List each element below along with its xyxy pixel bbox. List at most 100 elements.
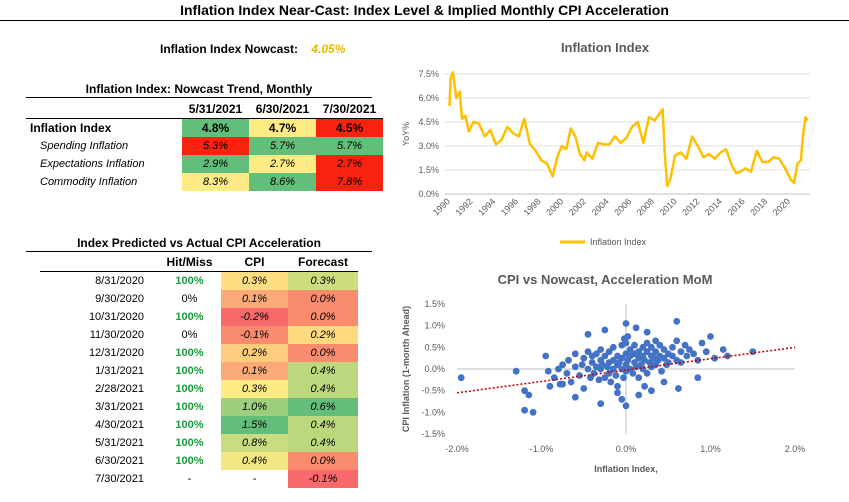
trend-cell: 4.5%: [316, 118, 383, 137]
y-tick-label: 0.5%: [424, 342, 445, 352]
scatter-point: [643, 328, 651, 336]
scatter-point: [521, 387, 528, 395]
scatter-point: [571, 350, 579, 358]
accel-forecast: 0.4%: [288, 416, 358, 434]
accel-row: 6/30/2021 100% 0.4% 0.0%: [40, 452, 358, 470]
accel-col-header: CPI: [221, 253, 288, 272]
x-tick-label: 2018: [748, 196, 769, 217]
trend-row-label: Commodity Inflation: [40, 176, 138, 188]
accel-row: 9/30/2020 0% 0.1% 0.0%: [40, 290, 358, 308]
accel-forecast: 0.4%: [288, 362, 358, 380]
scatter-point: [683, 352, 691, 360]
trend-row-label: Inflation Index: [30, 121, 112, 135]
scatter-point: [632, 363, 640, 371]
accel-header-blank: [40, 253, 158, 272]
scatter-point: [601, 326, 609, 334]
scatter-point: [618, 354, 626, 362]
trend-cell: 8.3%: [182, 173, 249, 191]
trend-header-blank: [26, 100, 182, 119]
scatter-point: [635, 348, 643, 356]
accel-hit: 100%: [175, 365, 204, 377]
scatter-point: [580, 354, 588, 362]
scatter-point: [686, 346, 693, 353]
accel-forecast: 0.4%: [288, 434, 358, 452]
scatter-point: [565, 356, 572, 364]
page-title: Inflation Index Near-Cast: Index Level &…: [0, 0, 849, 21]
accel-row: 12/31/2020 100% 0.2% 0.0%: [40, 344, 358, 362]
trend-cell: 4.7%: [249, 118, 316, 137]
accel-row: 5/31/2021 100% 0.8% 0.4%: [40, 434, 358, 452]
accel-hit: 100%: [175, 401, 204, 413]
scatter-point: [664, 359, 672, 366]
scatter-point: [571, 393, 579, 401]
accel-cpi: 1.0%: [221, 398, 288, 416]
x-tick-label: -2.0%: [445, 444, 469, 454]
scatter-point: [559, 361, 566, 369]
accel-forecast: 0.0%: [288, 290, 358, 308]
trend-row: Commodity Inflation 8.3% 8.6% 7.8%: [26, 173, 383, 191]
scatter-point: [521, 406, 528, 414]
scatter-point: [529, 408, 537, 416]
accel-forecast: 0.0%: [288, 344, 358, 362]
trend-cell: 4.8%: [182, 118, 249, 137]
x-tick-label: 1992: [454, 196, 475, 217]
scatter-point: [576, 372, 583, 379]
accel-hit: 100%: [175, 311, 204, 323]
scatter-point: [601, 352, 609, 360]
accel-hit: 100%: [175, 383, 204, 395]
scatter-point: [641, 382, 648, 390]
x-tick-label: 1994: [476, 196, 497, 217]
scatter-point: [652, 337, 659, 345]
trend-col-header: 7/30/2021: [316, 100, 383, 119]
accel-table-title: Index Predicted vs Actual CPI Accelerati…: [77, 236, 321, 250]
accel-hit: -: [187, 473, 192, 485]
scatter-point: [546, 382, 554, 390]
scatter-point: [525, 391, 533, 399]
accel-row: 11/30/2020 0% -0.1% 0.2%: [40, 326, 358, 344]
accel-date: 7/30/2021: [95, 473, 144, 485]
scatter-point: [707, 333, 714, 340]
x-tick-label: 0.0%: [616, 444, 637, 454]
scatter-point: [635, 391, 643, 399]
nowcast-line: Inflation Index Nowcast: 4.05%: [160, 42, 345, 56]
accel-table: Hit/Miss CPI Forecast 8/31/2020 100% 0.3% 0…: [40, 253, 358, 488]
scatter-point: [673, 337, 681, 345]
scatter-point: [639, 343, 647, 351]
scatter-point: [567, 378, 575, 386]
x-tick-label: -1.0%: [530, 444, 554, 454]
scatter-point: [584, 348, 592, 356]
y-axis-label: CPI Inflation (1-month Ahead): [401, 306, 411, 432]
accel-date: 4/30/2021: [95, 419, 144, 431]
y-tick-label: 1.0%: [424, 321, 445, 331]
trend-row-label: Expectations Inflation: [40, 158, 145, 170]
scatter-point: [702, 348, 710, 356]
accel-row: 7/30/2021 - - -0.1%: [40, 470, 358, 488]
accel-forecast: 0.0%: [288, 452, 358, 470]
accel-date: 1/31/2021: [95, 365, 144, 377]
accel-date: 11/30/2020: [89, 329, 144, 341]
y-tick-label: -1.0%: [421, 407, 445, 417]
trend-table-rule: [26, 97, 372, 98]
accel-hit: 100%: [175, 275, 204, 287]
scatter-point: [607, 378, 615, 386]
scatter-point: [643, 348, 651, 356]
trend-row-label: Spending Inflation: [40, 140, 129, 152]
accel-cpi: 0.1%: [221, 290, 288, 308]
x-tick-label: 1990: [431, 196, 452, 217]
x-tick-label: 2.0%: [785, 444, 806, 454]
accel-forecast: 0.4%: [288, 380, 358, 398]
scatter-point: [641, 356, 648, 364]
accel-row: 3/31/2021 100% 1.0% 0.6%: [40, 398, 358, 416]
accel-date: 5/31/2021: [95, 437, 144, 449]
scatter-point: [681, 341, 689, 349]
scatter-point: [690, 350, 697, 358]
scatter-point: [631, 341, 638, 349]
trend-table: 5/31/2021 6/30/2021 7/30/2021 Inflation …: [26, 100, 383, 191]
scatter-point: [609, 343, 617, 351]
legend-label: Inflation Index: [590, 237, 647, 247]
scatter-point: [593, 350, 600, 358]
scatter-point: [555, 365, 562, 373]
scatter-point: [660, 346, 668, 353]
accel-cpi: -0.2%: [221, 308, 288, 326]
accel-date: 2/28/2021: [95, 383, 144, 395]
